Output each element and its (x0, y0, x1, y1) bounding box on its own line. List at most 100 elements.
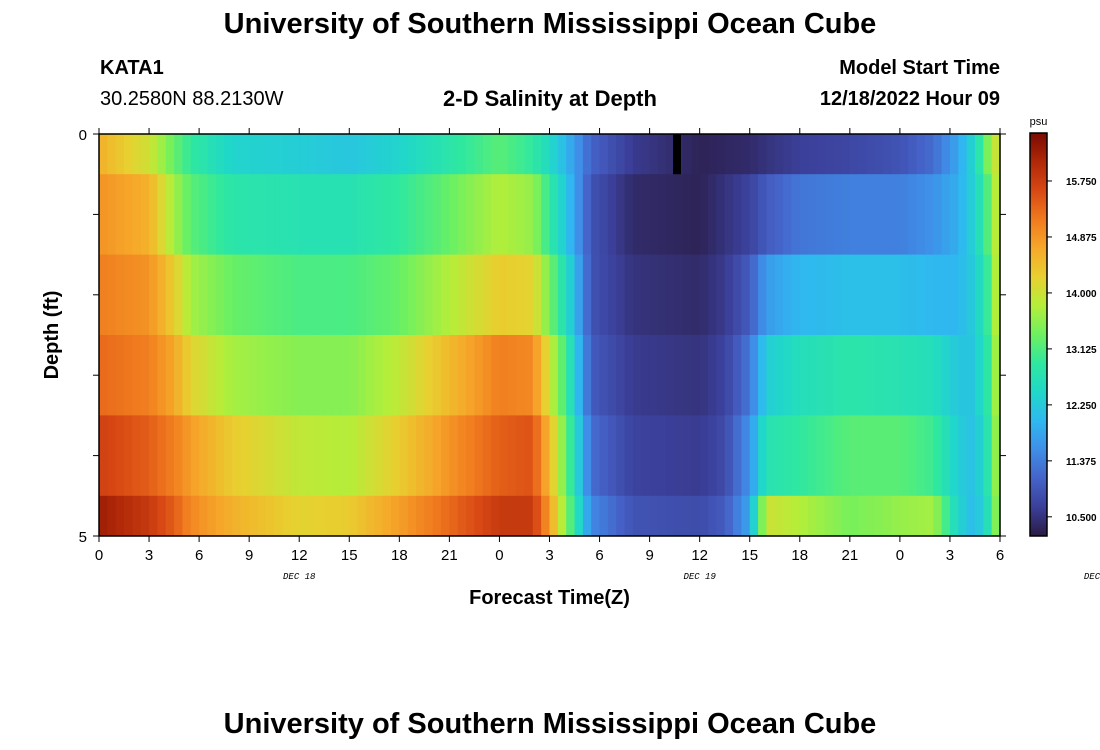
heatmap-cell (824, 254, 834, 336)
heatmap-cell (466, 174, 476, 255)
heatmap-cell (766, 335, 776, 416)
heatmap-cell (574, 134, 584, 175)
heatmap-cell (674, 335, 684, 416)
heatmap-cell (115, 335, 125, 416)
heatmap-cell (307, 134, 317, 175)
heatmap-cell (416, 174, 425, 255)
heatmap-cell (691, 254, 701, 336)
heatmap-cell (215, 254, 225, 336)
heatmap-cell (315, 335, 325, 416)
x-tick-label: 3 (145, 547, 153, 564)
heatmap-cell (858, 415, 868, 497)
heatmap-cell (182, 415, 192, 497)
heatmap-cell (816, 254, 826, 336)
heatmap-cell (441, 415, 450, 497)
heatmap-cell (399, 335, 409, 416)
heatmap-cell (858, 134, 868, 175)
heatmap-cell (799, 134, 809, 175)
heatmap-cell (516, 415, 526, 497)
heatmap-cell (733, 415, 742, 497)
heatmap-cell (858, 254, 868, 336)
heatmap-cell (958, 174, 968, 255)
heatmap-cell (290, 415, 300, 497)
heatmap-cell (716, 335, 726, 416)
heatmap-cell (566, 134, 576, 175)
heatmap-cell (340, 254, 350, 336)
heatmap-cell (349, 174, 359, 255)
heatmap-cell (566, 335, 576, 416)
heatmap-cell (390, 174, 400, 255)
heatmap-cell (99, 415, 108, 497)
heatmap-cell (866, 335, 876, 416)
heatmap-cell (941, 174, 951, 255)
heatmap-cell (107, 174, 117, 255)
heatmap-cell (691, 134, 701, 175)
heatmap-cell (733, 134, 742, 175)
heatmap-cell (491, 495, 501, 537)
heatmap-cell (791, 254, 801, 336)
heatmap-cell (182, 254, 192, 336)
heatmap-cell (466, 134, 476, 175)
heatmap-cell (157, 335, 167, 416)
heatmap-cell (507, 415, 517, 497)
heatmap-cell (115, 495, 125, 537)
heatmap-cell (649, 415, 659, 497)
heatmap-cell (899, 495, 909, 537)
heatmap-cell (482, 134, 492, 175)
heatmap-cell (808, 134, 818, 175)
heatmap-cell (357, 134, 367, 175)
heatmap-cell (708, 495, 717, 537)
heatmap-cell (791, 495, 801, 537)
heatmap-cell (132, 495, 142, 537)
heatmap-cell (783, 134, 793, 175)
heatmap-cell (657, 335, 667, 416)
heatmap-cell (741, 415, 751, 497)
heatmap-cell (616, 335, 626, 416)
heatmap-cell (666, 134, 676, 175)
heatmap-cell (240, 495, 250, 537)
heatmap-cell (282, 254, 292, 336)
heatmap-cell (557, 335, 567, 416)
heatmap-cell (774, 495, 784, 537)
heatmap-cell (107, 415, 117, 497)
heatmap-cell (349, 415, 359, 497)
heatmap-cell (891, 254, 901, 336)
heatmap-cell (916, 415, 926, 497)
heatmap-cell (174, 134, 184, 175)
heatmap-cell (616, 174, 626, 255)
heatmap-cell (991, 174, 1001, 255)
heatmap-cell (265, 174, 275, 255)
heatmap-cell (315, 254, 325, 336)
heatmap-cell (933, 495, 943, 537)
heatmap-cell (733, 254, 742, 336)
heatmap-cell (324, 335, 334, 416)
heatmap-cell (582, 254, 592, 336)
heatmap-cell (307, 174, 317, 255)
heatmap-cell (357, 335, 367, 416)
heatmap-cell (232, 415, 242, 497)
heatmap-cell (466, 415, 476, 497)
heatmap-cell (399, 174, 409, 255)
heatmap-cell (466, 495, 476, 537)
heatmap-cell (649, 254, 659, 336)
heatmap-cell (991, 134, 1001, 175)
heatmap-cell (816, 174, 826, 255)
heatmap-cell (924, 254, 934, 336)
date-label: DEC 20 (1084, 572, 1100, 582)
heatmap-cell (466, 335, 476, 416)
heatmap-cell (132, 415, 142, 497)
heatmap-cell (833, 495, 843, 537)
heatmap-cell (824, 134, 834, 175)
heatmap-cell (607, 495, 617, 537)
heatmap-cell (249, 495, 259, 537)
heatmap-cell (124, 415, 133, 497)
heatmap-cell (849, 495, 859, 537)
x-tick-label: 18 (791, 547, 808, 564)
heatmap-cell (682, 134, 692, 175)
heatmap-cell (682, 415, 692, 497)
heatmap-cell (190, 134, 200, 175)
heatmap-cell (724, 335, 734, 416)
heatmap-cell (124, 335, 133, 416)
heatmap-cell (624, 335, 634, 416)
heatmap-cell (157, 415, 167, 497)
